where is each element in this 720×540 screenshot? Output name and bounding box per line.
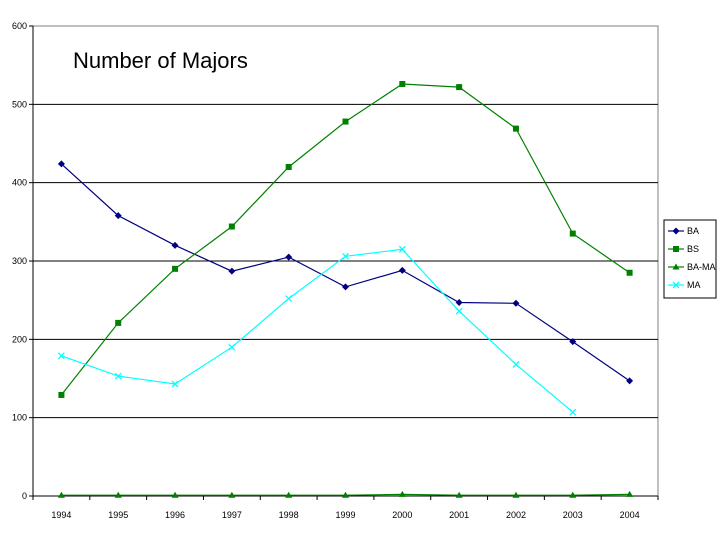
data-point — [57, 160, 65, 168]
gridlines — [33, 103, 658, 419]
data-point — [455, 299, 463, 307]
legend-marker — [672, 281, 680, 289]
data-point — [569, 338, 577, 346]
data-point — [626, 269, 633, 276]
data-point — [285, 295, 293, 303]
data-point — [57, 352, 65, 360]
legend-item: BA-MA — [668, 262, 716, 272]
y-tick-label: 200 — [12, 334, 27, 344]
chart-title: Number of Majors — [73, 48, 248, 73]
data-point — [342, 283, 349, 291]
x-tick-label: 2004 — [620, 510, 640, 520]
legend-marker — [672, 227, 680, 235]
data-point — [58, 391, 65, 398]
y-tick-label: 300 — [12, 256, 27, 266]
data-point — [455, 491, 463, 498]
data-point — [512, 360, 520, 368]
data-point — [512, 299, 520, 307]
data-point — [172, 265, 179, 272]
data-point — [228, 267, 236, 275]
x-tick-label: 2003 — [563, 510, 583, 520]
x-tick-label: 2000 — [392, 510, 412, 520]
data-point — [399, 80, 406, 87]
series-ma — [57, 245, 577, 416]
data-point — [569, 408, 577, 416]
y-tick-label: 100 — [12, 413, 27, 423]
legend-label: BA-MA — [687, 262, 716, 272]
data-point — [285, 253, 293, 261]
x-tick-label: 2001 — [449, 510, 469, 520]
y-tick-label: 0 — [22, 491, 27, 501]
series-lines — [57, 80, 634, 498]
x-tick-label: 1996 — [165, 510, 185, 520]
legend-marker — [672, 263, 680, 270]
data-point — [569, 491, 577, 498]
data-point — [114, 372, 122, 380]
data-point — [626, 377, 634, 385]
legend-label: BS — [687, 244, 699, 254]
data-point — [512, 491, 520, 498]
series-ba-ma — [57, 490, 634, 498]
data-point — [114, 491, 122, 498]
data-point — [342, 491, 349, 498]
x-tick-label: 1999 — [335, 510, 355, 520]
data-point — [228, 491, 236, 498]
x-tick-label: 1994 — [51, 510, 71, 520]
data-point — [285, 164, 292, 170]
data-point — [285, 491, 293, 498]
data-point — [115, 319, 122, 326]
series-ba — [57, 160, 634, 385]
y-tick-label: 600 — [12, 21, 27, 31]
series-line — [61, 248, 574, 413]
legend-item: BA — [668, 226, 699, 236]
x-tick-label: 1995 — [108, 510, 128, 520]
legend-marker — [673, 246, 679, 252]
legend-item: BS — [668, 244, 699, 254]
data-point — [569, 230, 576, 237]
legend-item: MA — [668, 280, 701, 290]
legend-label: MA — [687, 280, 701, 290]
x-tick-label: 1997 — [222, 510, 242, 520]
data-point — [228, 343, 236, 351]
data-point — [398, 490, 406, 497]
legend-label: BA — [687, 226, 699, 236]
x-tick-label: 2002 — [506, 510, 526, 520]
data-point — [456, 84, 463, 91]
data-point — [342, 252, 349, 260]
data-point — [171, 491, 179, 498]
data-point — [626, 490, 634, 497]
x-tick-label: 1998 — [279, 510, 299, 520]
data-point — [171, 241, 179, 249]
data-point — [398, 245, 406, 253]
y-tick-labels: 0 100 200 300 400 500 600 — [12, 21, 27, 501]
x-tick-labels: 1994 1995 1996 1997 1998 1999 2000 2001 2002 2003… — [51, 510, 639, 520]
data-point — [114, 212, 122, 220]
data-point — [512, 125, 519, 132]
data-point — [342, 118, 349, 125]
y-tick-label: 500 — [12, 99, 27, 109]
series-bs — [58, 80, 633, 398]
data-point — [455, 307, 463, 315]
data-point — [57, 491, 65, 498]
legend: BA BS BA-MA MA — [663, 219, 717, 299]
y-tick-label: 400 — [12, 178, 27, 188]
data-point — [228, 223, 235, 230]
data-point — [398, 266, 406, 274]
data-point — [171, 380, 179, 388]
